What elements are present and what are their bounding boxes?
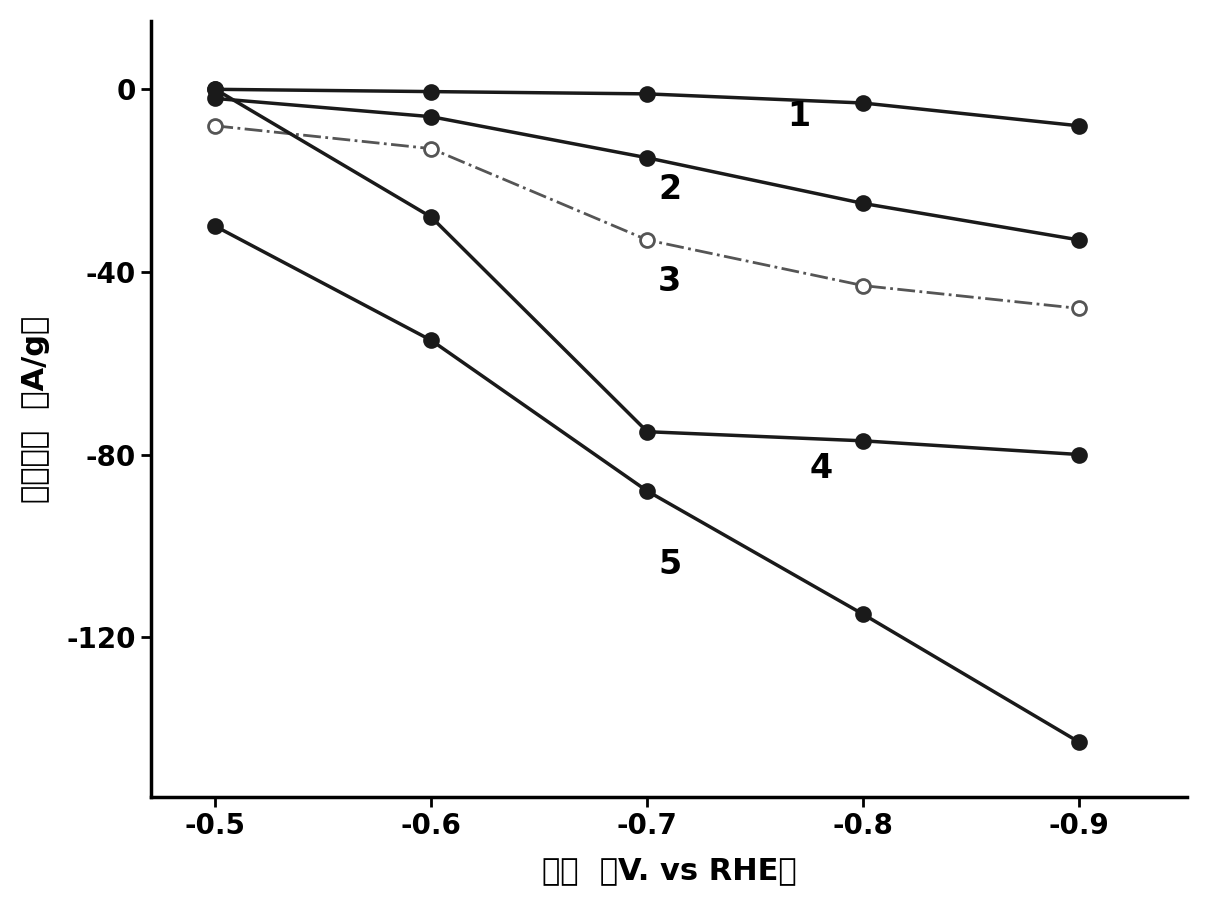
Y-axis label: 电流密度  （A/g）: 电流密度 （A/g） xyxy=(21,315,50,503)
X-axis label: 电压  （V. vs RHE）: 电压 （V. vs RHE） xyxy=(541,856,796,885)
Text: 3: 3 xyxy=(658,265,681,297)
Text: 2: 2 xyxy=(658,173,681,207)
Text: 1: 1 xyxy=(788,101,811,133)
Text: 5: 5 xyxy=(658,547,681,581)
Text: 4: 4 xyxy=(809,452,832,485)
